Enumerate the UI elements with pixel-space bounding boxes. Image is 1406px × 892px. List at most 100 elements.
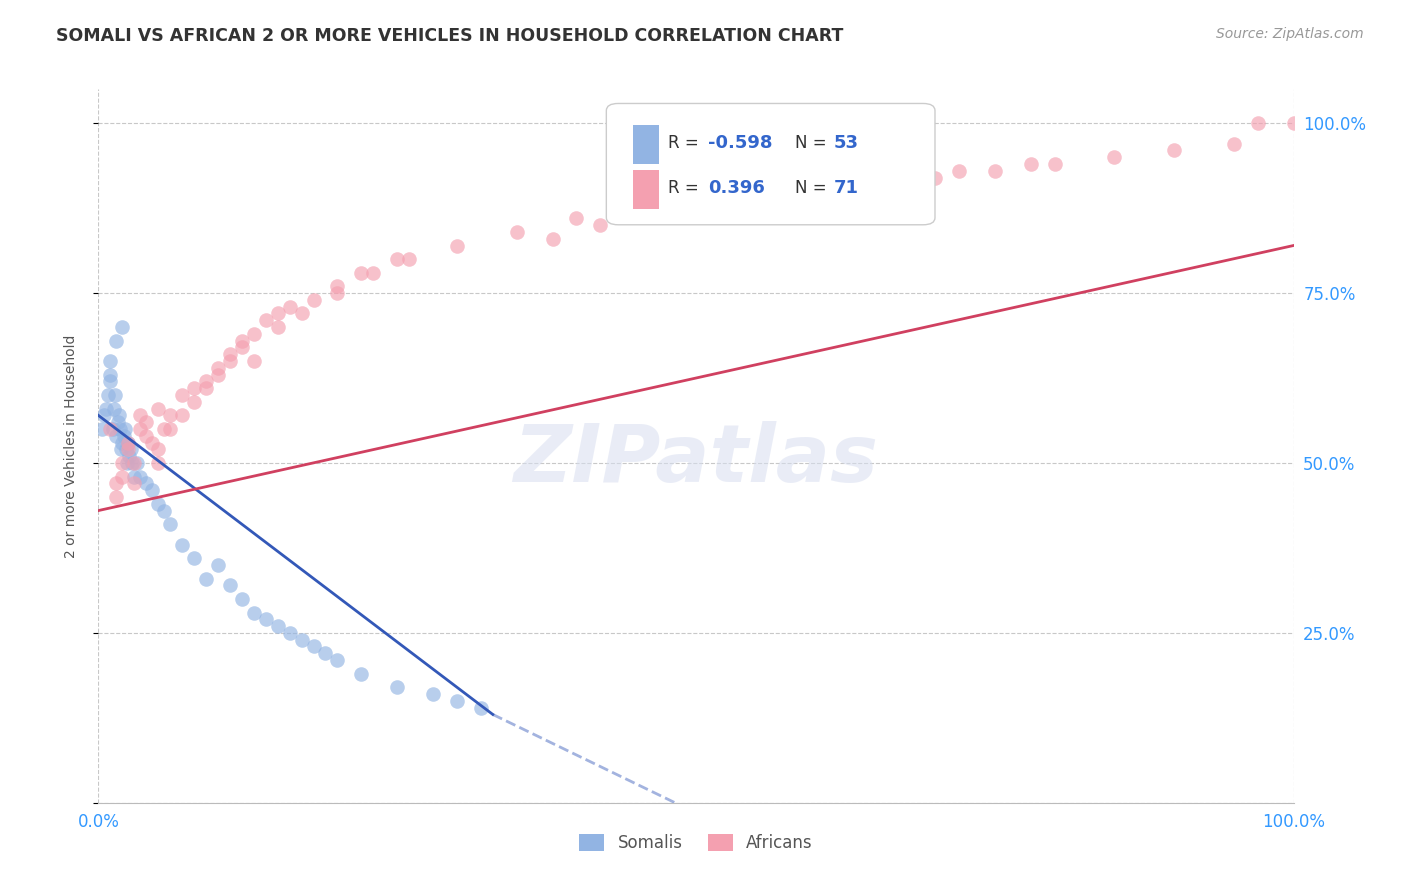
Point [105,429,128,443]
Point [1019,157,1042,171]
Point [207,360,229,375]
Point [900,170,922,185]
Point [267,619,290,633]
Point [98,354,122,368]
Point [243,326,266,341]
Point [446,694,468,708]
Point [231,591,253,606]
FancyBboxPatch shape [606,103,935,225]
Point [117,435,139,450]
Text: -0.598: -0.598 [709,134,772,152]
Point [124,476,146,491]
Point [159,517,181,532]
Point [541,232,564,246]
Point [148,497,170,511]
Point [350,666,373,681]
Point [661,204,683,219]
Point [94,401,117,416]
Point [278,626,301,640]
Point [117,442,139,457]
Point [804,184,827,198]
Text: 53: 53 [834,134,859,152]
Point [1247,116,1270,130]
Point [183,551,205,566]
Point [231,334,253,348]
Point [118,449,141,463]
Point [159,422,181,436]
Point [984,163,1007,178]
Point [207,558,229,572]
Point [948,163,970,178]
Point [219,578,242,592]
Point [129,409,152,423]
Point [148,456,170,470]
Point [153,503,176,517]
Point [153,422,176,436]
Point [148,442,170,457]
Point [446,238,468,252]
Point [107,415,129,429]
Point [565,211,588,226]
Point [385,252,409,266]
Point [111,435,134,450]
Point [470,700,492,714]
Point [103,401,125,416]
Point [363,266,385,280]
Point [104,388,127,402]
Point [111,469,134,483]
Point [828,178,851,192]
Point [112,429,135,443]
Point [124,469,146,483]
Point [107,409,129,423]
Point [1282,116,1305,130]
Point [110,442,132,457]
Point [267,320,290,334]
Point [135,429,157,443]
Point [243,606,266,620]
Point [267,306,290,320]
Point [195,381,218,395]
Point [326,653,349,667]
Point [125,456,148,470]
Text: N =: N = [796,178,832,196]
Point [315,646,337,660]
Point [398,252,420,266]
Point [141,483,163,498]
Point [124,456,146,470]
Point [254,313,277,327]
Point [924,170,946,185]
Text: SOMALI VS AFRICAN 2 OR MORE VEHICLES IN HOUSEHOLD CORRELATION CHART: SOMALI VS AFRICAN 2 OR MORE VEHICLES IN … [56,27,844,45]
Text: 0.396: 0.396 [709,178,765,196]
Point [114,422,136,436]
Point [626,204,648,219]
Point [326,286,349,301]
Point [422,687,444,701]
Point [111,320,134,334]
FancyBboxPatch shape [633,169,659,209]
Point [207,368,229,382]
Point [135,415,157,429]
Point [709,191,731,205]
Point [745,191,768,205]
Point [98,422,122,436]
Point [254,612,277,626]
Point [1223,136,1246,151]
Point [685,198,707,212]
Point [219,354,242,368]
Point [219,347,242,361]
Text: Source: ZipAtlas.com: Source: ZipAtlas.com [1216,27,1364,41]
Point [135,476,157,491]
Text: ZIPatlas: ZIPatlas [513,421,879,500]
Point [101,422,124,436]
Point [231,341,253,355]
Point [93,409,115,423]
Point [129,422,152,436]
FancyBboxPatch shape [633,125,659,164]
Point [105,490,128,504]
Y-axis label: 2 or more Vehicles in Household: 2 or more Vehicles in Household [63,334,77,558]
Point [350,266,373,280]
Legend: Somalis, Africans: Somalis, Africans [572,827,820,859]
Point [121,456,143,470]
Point [98,375,122,389]
Point [302,293,325,307]
